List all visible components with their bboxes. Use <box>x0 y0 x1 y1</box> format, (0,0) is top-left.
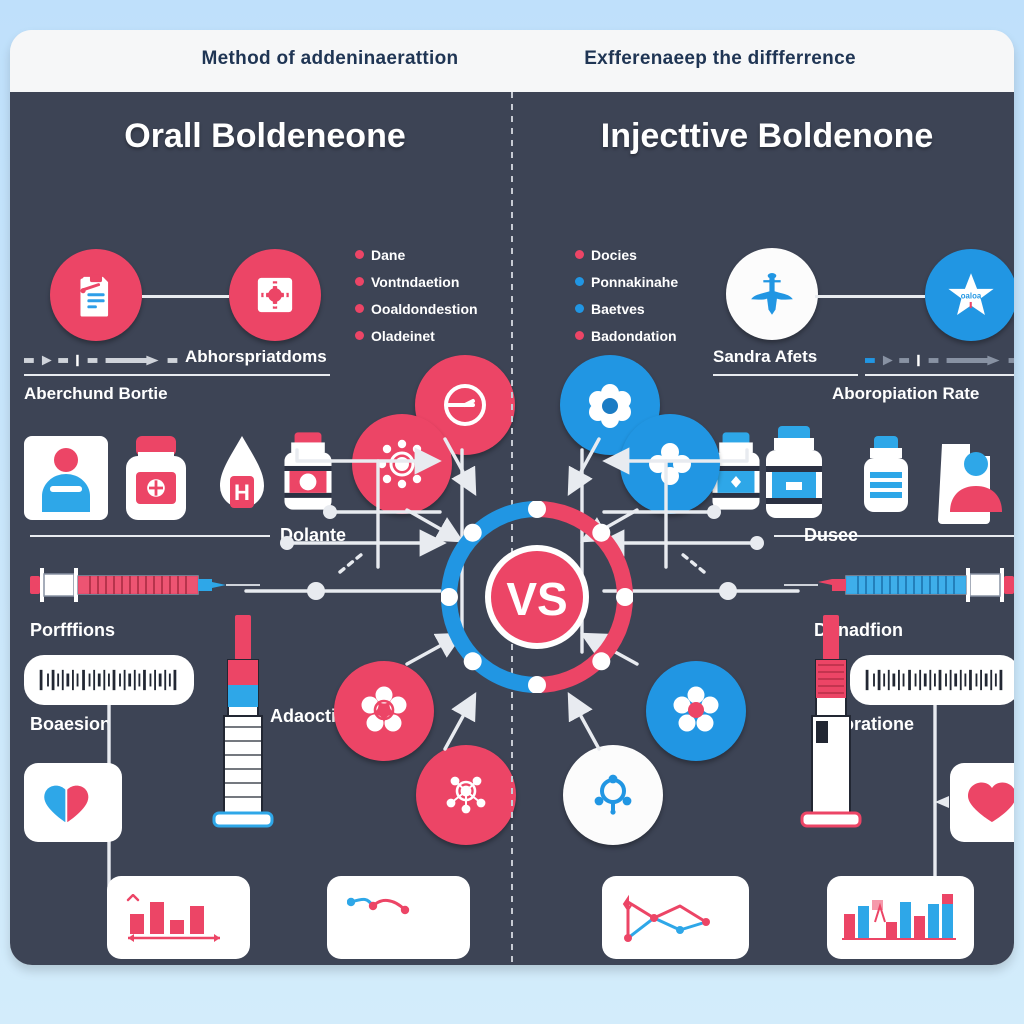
svg-text:VS: VS <box>506 573 567 625</box>
